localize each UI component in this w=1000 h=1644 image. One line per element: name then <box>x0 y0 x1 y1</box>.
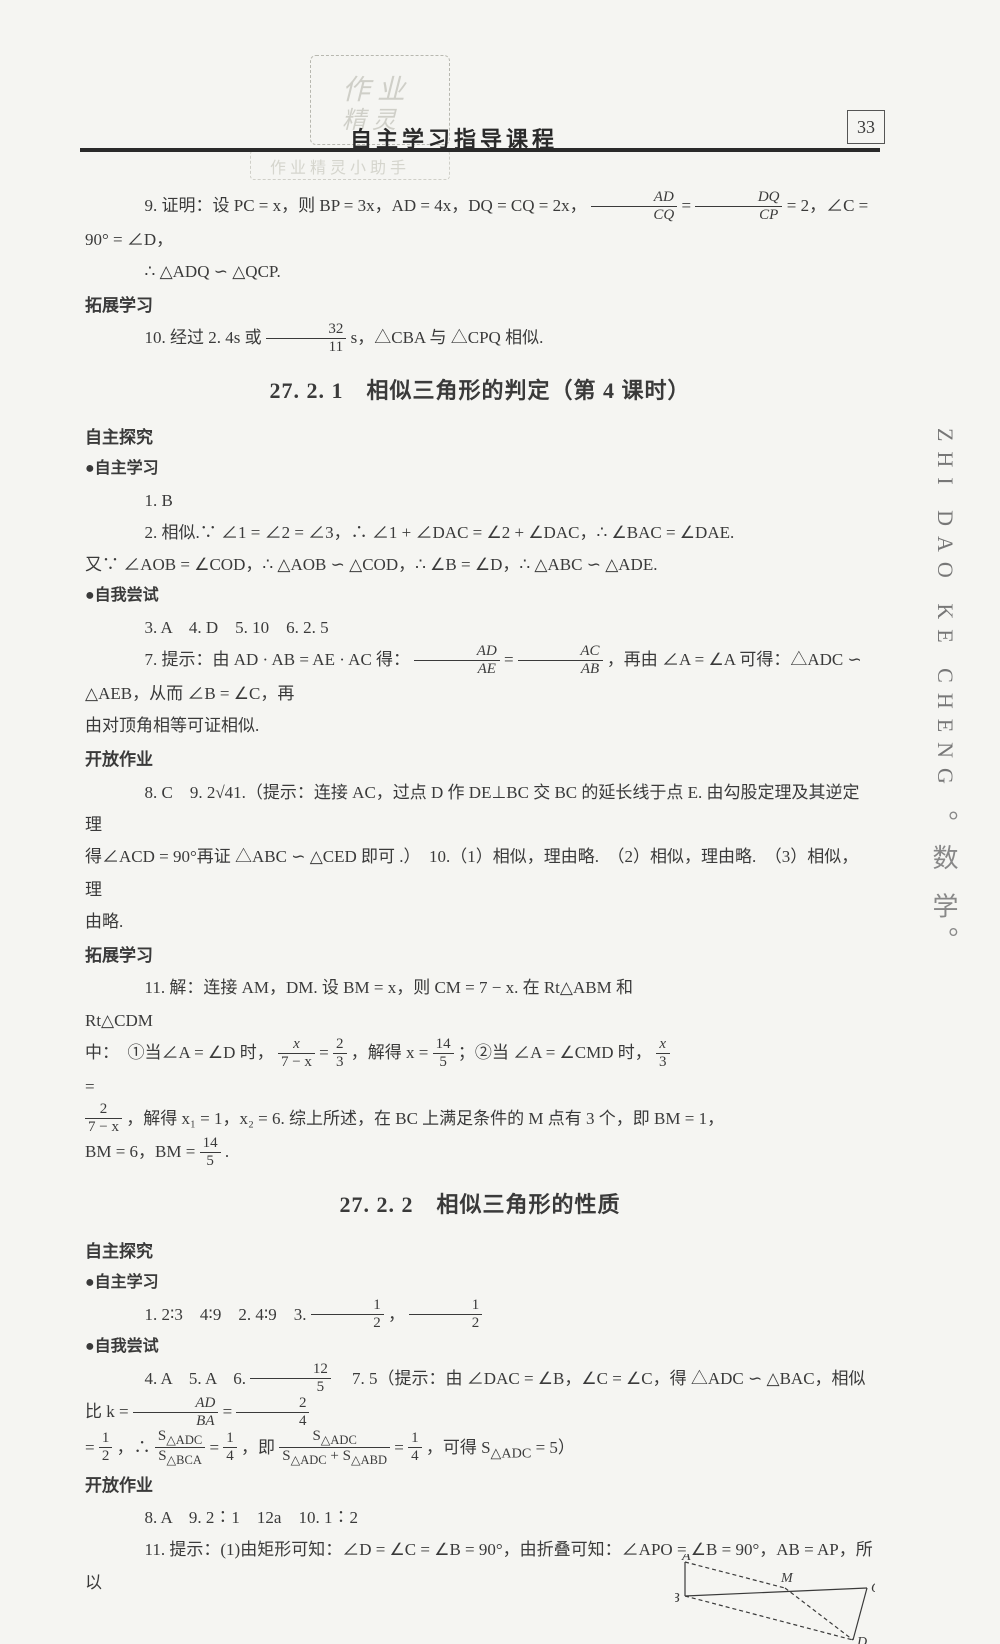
svg-text:C: C <box>871 1581 875 1596</box>
watermark-line3: 作 业 精 灵 小 助 手 <box>270 154 406 178</box>
sub-selfstudy-1: ●自主学习 <box>85 454 875 484</box>
sub-selftry-1: ●自我尝试 <box>85 581 875 611</box>
sub-selftry-2: ●自我尝试 <box>85 1332 875 1362</box>
ans-8c: 由略. <box>85 906 875 938</box>
side-pinyin: ZHI DAO KE CHENG <box>932 428 958 794</box>
header-rule <box>80 148 880 152</box>
svg-text:D: D <box>856 1635 867 1644</box>
ans-11d: BM = 6，BM = 145 . <box>85 1136 875 1170</box>
sub-selfstudy-2: ●自主学习 <box>85 1268 875 1298</box>
ans-b8: 8. A 9. 2∶1 12a 10. 1∶2 <box>85 1502 875 1534</box>
section-extend-2: 拓展学习 <box>85 940 875 972</box>
ans-b1: 1. 2∶3 4∶9 2. 4∶9 3. 12 ， 12 <box>85 1299 875 1333</box>
ans-2b: 又∵ ∠AOB = ∠COD，∴ △AOB ∽ △COD，∴ ∠B = ∠D，∴… <box>85 549 875 581</box>
chapter-27-2-2: 27. 2. 2 相似三角形的性质 <box>85 1184 875 1226</box>
ans-11c: 27 − x ，解得 x₁ = 1，x₂ = 6. 综上所述，在 BC 上满足条… <box>85 1103 765 1137</box>
ans-1: 1. B <box>85 485 875 517</box>
svg-text:B: B <box>675 1591 680 1606</box>
section-open-1: 开放作业 <box>85 744 875 776</box>
q9-line1: 9. 证明：设 PC = x，则 BP = 3x，AD = 4x，DQ = CQ… <box>85 190 875 256</box>
page-number: 33 <box>847 110 885 144</box>
svg-text:M: M <box>780 1571 794 1586</box>
side-chinese: 。数 学。 <box>925 810 962 961</box>
triangle-diagram: A B C D M <box>675 1554 875 1644</box>
chapter-27-2-1: 27. 2. 1 相似三角形的判定（第 4 课时） <box>85 370 875 412</box>
page-content: 9. 证明：设 PC = x，则 BP = 3x，AD = 4x，DQ = CQ… <box>85 190 875 1599</box>
section-explore-1: 自主探究 <box>85 422 875 454</box>
ans-7a: 7. 提示：由 AD · AB = AE · AC 得： ADAE = ACAB… <box>85 644 875 710</box>
ans-3-6: 3. A 4. D 5. 10 6. 2. 5 <box>85 612 875 644</box>
ans-8a: 8. C 9. 2√41.（提示：连接 AC，过点 D 作 DE⊥BC 交 BC… <box>85 777 875 842</box>
section-open-2: 开放作业 <box>85 1470 875 1502</box>
ans-2a: 2. 相似.∵ ∠1 = ∠2 = ∠3，∴ ∠1 + ∠DAC = ∠2 + … <box>85 517 875 549</box>
ans-b4a: 4. A 5. A 6. 125 7. 5（提示：由 ∠DAC = ∠B，∠C … <box>85 1363 875 1430</box>
ans-b4b: = 12 ，∴ S△ADCS△BCA = 14 ，即 S△ADCS△ADC + … <box>85 1430 875 1468</box>
q10: 10. 经过 2. 4s 或 3211 s，△CBA 与 △CPQ 相似. <box>85 322 875 356</box>
section-extend-1: 拓展学习 <box>85 290 875 322</box>
ans-11b: 中： ①当∠A = ∠D 时， x7 − x = 23 ，解得 x = 145 … <box>85 1037 675 1103</box>
ans-7b: 由对顶角相等可证相似. <box>85 710 875 742</box>
ans-8b: 得∠ACD = 90°再证 △ABC ∽ △CED 即可 .） 10.（1）相似… <box>85 841 875 906</box>
q9-line2: ∴ △ADQ ∽ △QCP. <box>85 256 875 288</box>
section-explore-2: 自主探究 <box>85 1236 875 1268</box>
svg-text:A: A <box>681 1554 691 1564</box>
ans-11a: 11. 解：连接 AM，DM. 设 BM = x，则 CM = 7 − x. 在… <box>85 972 675 1037</box>
